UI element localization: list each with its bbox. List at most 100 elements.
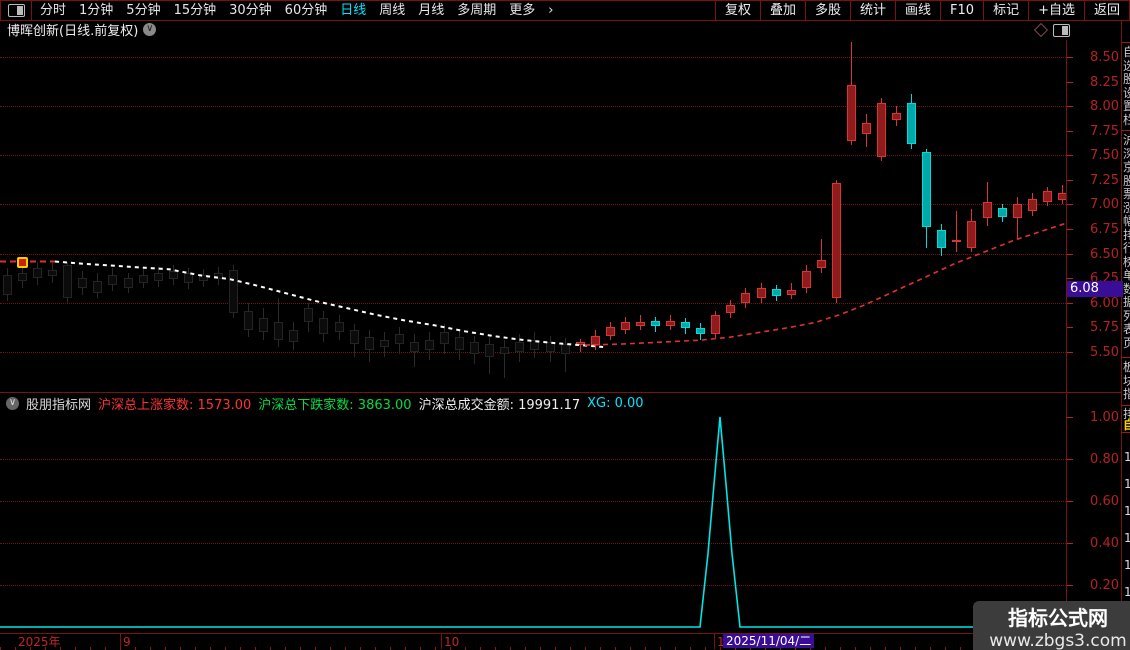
- stock-title: 博晖创新(日线.前复权): [7, 24, 139, 39]
- period-周线[interactable]: 周线: [379, 3, 406, 18]
- menu-叠加[interactable]: 叠加: [761, 1, 806, 20]
- right-strip-section: 板块指: [1123, 360, 1130, 402]
- menu-返回[interactable]: 返回: [1093, 3, 1120, 18]
- candlestick-chart[interactable]: [0, 40, 1066, 392]
- indicator-source[interactable]: 股朋指标网: [26, 397, 92, 413]
- candle-body: [455, 337, 464, 351]
- menu-+自选[interactable]: +自选: [1029, 1, 1085, 20]
- menu-复权[interactable]: 复权: [716, 1, 761, 20]
- indicator-header: ∨ 股朋指标网 沪深总上涨家数: 1573.00 沪深总下跌家数: 3863.00…: [0, 394, 1070, 412]
- candle-body: [485, 344, 494, 357]
- month-divider: [120, 634, 121, 649]
- price-axis: 8.50 8.25 8.00 7.75 7.50 7.25 7.00 6.75 6.50 6.25…: [1067, 40, 1121, 392]
- bottom-tick-strip: [0, 647, 1122, 650]
- candle-body: [666, 320, 675, 327]
- strip-tab-highlight[interactable]: 自: [1123, 416, 1130, 433]
- time-axis[interactable]: 2025年 9 10 1: [0, 633, 1122, 649]
- candle-body: [199, 275, 208, 282]
- right-strip[interactable]: 自选股设置栏沪深京股票涨幅排行榜单数据列表页板块指排自11111111: [1121, 20, 1130, 650]
- price-tick: [1067, 130, 1073, 132]
- diamond-icon[interactable]: [1033, 22, 1049, 38]
- period-1分钟[interactable]: 1分钟: [79, 3, 114, 18]
- candle-body: [124, 278, 133, 289]
- candle-wick: [956, 211, 957, 252]
- strip-digit: 1: [1124, 477, 1130, 491]
- ind-gridline-0.2: [0, 585, 1066, 586]
- candle-body: [350, 330, 359, 345]
- strip-digit: 1: [1124, 504, 1130, 518]
- ind-tick: [1067, 417, 1073, 418]
- strip-rule: [1122, 432, 1130, 433]
- price-label: 6.75: [1090, 222, 1119, 238]
- gridline-8.50: [0, 57, 1066, 58]
- period-日线[interactable]: 日线: [340, 3, 367, 18]
- price-label: 6.50: [1090, 246, 1119, 262]
- period-30分钟[interactable]: 30分钟: [229, 3, 272, 18]
- candle-body: [78, 278, 87, 289]
- period-分时[interactable]: 分时: [40, 3, 67, 18]
- price-tick: [1067, 278, 1073, 280]
- menu-统计[interactable]: 统计: [851, 1, 897, 20]
- candle-body: [576, 342, 585, 346]
- signal-marker-icon: [17, 256, 28, 268]
- ind-label: 0.40: [1090, 536, 1119, 551]
- period-更多[interactable]: 更多: [509, 3, 536, 18]
- month-divider: [714, 634, 715, 649]
- indicator-chevron-down-icon[interactable]: ∨: [6, 396, 19, 410]
- xg-signal-line: [0, 416, 1066, 628]
- price-tick: [1067, 81, 1073, 83]
- period-月线[interactable]: 月线: [418, 3, 445, 18]
- ind-tick: [1067, 543, 1073, 544]
- price-label: 7.50: [1090, 148, 1119, 164]
- strip-digit: 1: [1124, 558, 1130, 572]
- menu-标记[interactable]: 标记: [984, 1, 1030, 20]
- ind-tick: [1067, 459, 1073, 460]
- gridline-7.00: [0, 204, 1066, 206]
- ind-tick: [1067, 585, 1073, 586]
- price-label: 5.75: [1090, 320, 1119, 336]
- menu-画线[interactable]: 画线: [896, 1, 942, 20]
- period-15分钟[interactable]: 15分钟: [173, 3, 217, 18]
- candle-body: [862, 122, 871, 134]
- gridline-7.50: [0, 155, 1066, 157]
- candle-body: [937, 230, 946, 248]
- candle-body: [802, 271, 811, 289]
- period-5分钟[interactable]: 5分钟: [126, 3, 161, 18]
- date-badge: 2025/11/04/二: [723, 634, 815, 648]
- window-layout-icon[interactable]: [1053, 24, 1070, 37]
- candle-body: [561, 344, 570, 354]
- candle-body: [289, 330, 298, 343]
- indicator-plot[interactable]: [0, 412, 1066, 633]
- candle-body: [952, 239, 961, 242]
- candle-body: [500, 347, 509, 354]
- title-chevron-down-icon[interactable]: ∨: [143, 23, 157, 36]
- price-label: 8.00: [1090, 99, 1119, 115]
- strip-digit: 1: [1124, 585, 1130, 599]
- indicator-field: 沪深总下跌家数: 3863.00: [258, 397, 412, 413]
- candle-wick: [565, 338, 566, 372]
- more-arrow-icon[interactable]: ›: [548, 3, 554, 18]
- right-strip-section: 沪深京股票涨幅排行榜单数据列表页: [1123, 133, 1130, 350]
- price-tick: [1067, 302, 1073, 304]
- candle-body: [681, 322, 690, 329]
- layout-toggle-button[interactable]: [1, 1, 32, 20]
- candle-body: [877, 103, 886, 158]
- period-60分钟[interactable]: 60分钟: [284, 3, 328, 18]
- period-多周期[interactable]: 多周期: [457, 3, 497, 18]
- title-row: 博晖创新(日线.前复权) ∨: [0, 20, 1130, 39]
- candle-body: [787, 290, 796, 295]
- candle-body: [515, 342, 524, 352]
- ind-gridline-0.8: [0, 459, 1066, 460]
- candle-body: [440, 332, 449, 345]
- ind-label: 0.60: [1090, 494, 1119, 509]
- menu-F10[interactable]: F10: [941, 1, 985, 20]
- price-tick: [1067, 327, 1073, 329]
- candle-body: [530, 340, 539, 351]
- panel-split-icon: [7, 4, 25, 17]
- ma-lines: [0, 222, 1066, 349]
- candle-body: [33, 268, 42, 279]
- menu-多股[interactable]: 多股: [806, 1, 851, 20]
- time-label-1: 1: [717, 635, 725, 649]
- candle-body: [470, 342, 479, 354]
- gridline-6.50: [0, 253, 1066, 255]
